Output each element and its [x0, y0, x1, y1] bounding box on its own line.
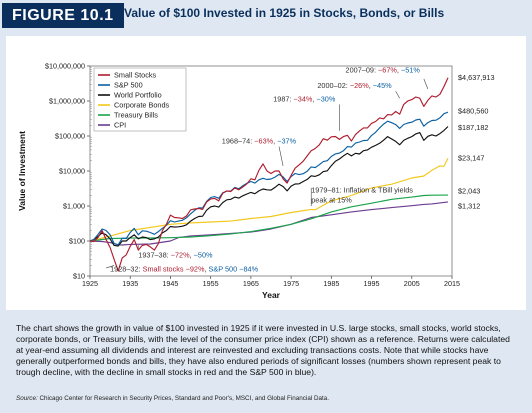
- annotation-part: Small stocks: [143, 264, 186, 273]
- legend-entry-world: World Portfolio: [114, 91, 162, 100]
- annotation-part: 1979–81: Inflation & TBill yields: [311, 185, 413, 194]
- series-line-tbill: [89, 194, 449, 242]
- legend-entry-sp500: S&P 500: [114, 81, 143, 90]
- annotation-part: 1928–32:: [110, 264, 142, 273]
- annotation-part: ,: [204, 264, 208, 273]
- y-tick-label: $1,000,000: [49, 97, 85, 106]
- annotation-part: −50%: [194, 250, 213, 259]
- figure-title: Value of $100 Invested in 1925 in Stocks…: [124, 6, 445, 20]
- annotation-part: −30%: [316, 95, 335, 104]
- annotation-leader-a1968: [278, 146, 284, 166]
- end-label-corp: $23,147: [458, 154, 484, 163]
- caption-box: The chart shows the growth in value of $…: [6, 317, 526, 410]
- y-tick-label: $1,000: [63, 202, 85, 211]
- legend-entry-corp: Corporate Bonds: [114, 101, 170, 110]
- annotation-part: 1937–38:: [138, 250, 170, 259]
- y-tick-label: $10: [73, 272, 85, 281]
- y-tick-label: $10,000,000: [45, 62, 85, 71]
- annotation-part: −37%: [277, 136, 296, 145]
- end-label-tbill: $2,043: [458, 187, 480, 196]
- legend-entry-tbill: Treasury Bills: [114, 111, 158, 120]
- annotation-part: 2000–02:: [317, 81, 349, 90]
- annotation-leader-a2000: [395, 91, 400, 99]
- x-axis-title: Year: [262, 290, 281, 300]
- annotation-part: −67%: [378, 65, 397, 74]
- x-tick-label: 2015: [444, 279, 460, 288]
- annotation-part: ,: [369, 81, 373, 90]
- series-line-world: [89, 126, 449, 247]
- annotation-leader-a1928: [106, 265, 115, 269]
- annotation-part: −92%: [186, 264, 205, 273]
- source-body: Chicago Center for Research in Security …: [39, 395, 330, 402]
- x-tick-label: 1925: [82, 279, 98, 288]
- end-label-cpi: $1,312: [458, 201, 480, 210]
- x-tick-label: 1965: [243, 279, 259, 288]
- annotation-part: −45%: [373, 81, 392, 90]
- chart-panel: $10 $100 $1,000 $10,000 $100,000 $1,000,000 $1…: [6, 36, 526, 310]
- y-tick-label: $100,000: [55, 132, 85, 141]
- line-chart: $10 $100 $1,000 $10,000 $100,000 $1,000,000 $1…: [17, 62, 495, 301]
- source-note: Source: Chicago Center for Research in S…: [16, 395, 516, 402]
- x-tick-label: 1945: [162, 279, 178, 288]
- annotation-part: ,: [397, 65, 401, 74]
- annotation-part: 2007–09:: [346, 65, 378, 74]
- x-tick-label: 1975: [283, 279, 299, 288]
- x-tick-label: 1935: [122, 279, 138, 288]
- annotation-part: −51%: [401, 65, 420, 74]
- series-line-small: [89, 77, 449, 272]
- end-label-sp500: $480,560: [458, 107, 488, 116]
- x-tick-label: 2005: [404, 279, 420, 288]
- x-tick-label: 1995: [364, 279, 380, 288]
- annotation-a1937: 1937–38: −72%, −50%: [138, 250, 213, 259]
- annotation-a1979b: peak at 15%: [311, 195, 352, 204]
- annotation-a2007: 2007–09: −67%, −51%: [346, 65, 421, 74]
- annotation-leader-a2007: [423, 78, 429, 90]
- annotation-a1968: 1968–74: −63%, −37%: [222, 136, 297, 145]
- annotation-part: −26%: [350, 81, 369, 90]
- y-axis-title: Value of Investment: [17, 131, 27, 211]
- annotation-part: 1968–74:: [222, 136, 254, 145]
- annotation-part: ,: [273, 136, 277, 145]
- annotation-a1928: 1928–32: Small stocks −92%, S&P 500 −84%: [110, 264, 258, 273]
- series-line-corp: [89, 157, 449, 242]
- source-label: Source:: [16, 395, 38, 402]
- annotation-part: peak at 15%: [311, 195, 352, 204]
- annotation-part: S&P 500: [209, 264, 240, 273]
- annotation-a1987: 1987: −34%, −30%: [273, 95, 336, 104]
- annotation-part: 1987:: [273, 95, 293, 104]
- annotation-a2000: 2000–02: −26%, −45%: [317, 81, 392, 90]
- series-line-sp500: [89, 111, 449, 246]
- y-tick-label: $10,000: [59, 167, 85, 176]
- annotation-part: ,: [190, 250, 194, 259]
- legend-box: [93, 67, 187, 132]
- end-label-world: $187,182: [458, 123, 488, 132]
- legend-entry-cpi: CPI: [114, 121, 126, 130]
- legend-entry-small: Small Stocks: [114, 71, 157, 80]
- x-tick-label: 1985: [323, 279, 339, 288]
- annotation-a1979: 1979–81: Inflation & TBill yields: [311, 185, 413, 194]
- annotation-part: ,: [312, 95, 316, 104]
- end-label-small: $4,637,913: [458, 73, 495, 82]
- figure-header: FIGURE 10.1 Value of $100 Invested in 19…: [0, 0, 532, 30]
- figure-number: FIGURE 10.1: [2, 3, 124, 28]
- annotation-part: −63%: [254, 136, 273, 145]
- x-tick-label: 1955: [203, 279, 219, 288]
- y-tick-label: $100: [69, 237, 85, 246]
- annotation-part: −34%: [294, 95, 313, 104]
- annotation-part: −72%: [171, 250, 190, 259]
- annotation-part: −84%: [239, 264, 258, 273]
- caption-text: The chart shows the growth in value of $…: [16, 323, 510, 377]
